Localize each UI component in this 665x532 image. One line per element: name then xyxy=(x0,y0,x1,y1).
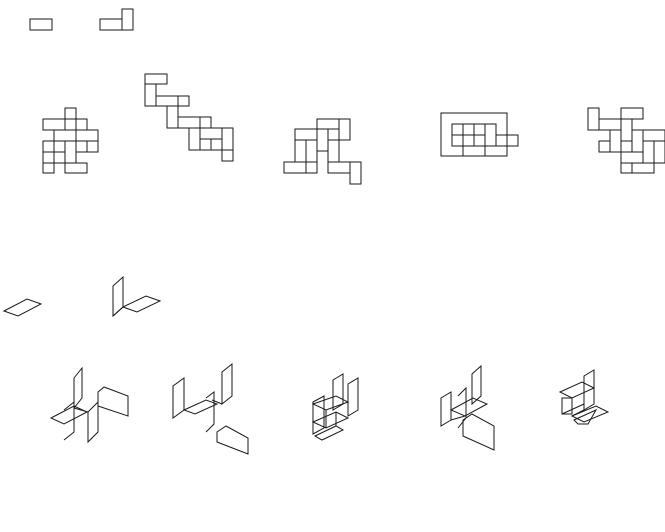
planar-option-2 xyxy=(144,73,234,162)
planar-option-3 xyxy=(283,118,362,185)
isometric-option-2 xyxy=(172,362,249,455)
isometric-option-1 xyxy=(49,366,129,444)
planar-option-5 xyxy=(587,107,665,174)
isometric-option-4 xyxy=(440,364,495,451)
legend-piece-flat xyxy=(29,18,53,31)
planar-option-4 xyxy=(440,112,519,157)
isometric-option-5 xyxy=(558,369,610,425)
planar-option-1 xyxy=(42,107,99,174)
legend-piece-iso xyxy=(2,298,43,317)
legend-piece-iso-with-fold xyxy=(112,275,162,318)
legend-piece-flat-with-tab xyxy=(99,8,134,31)
isometric-option-3 xyxy=(311,373,359,441)
